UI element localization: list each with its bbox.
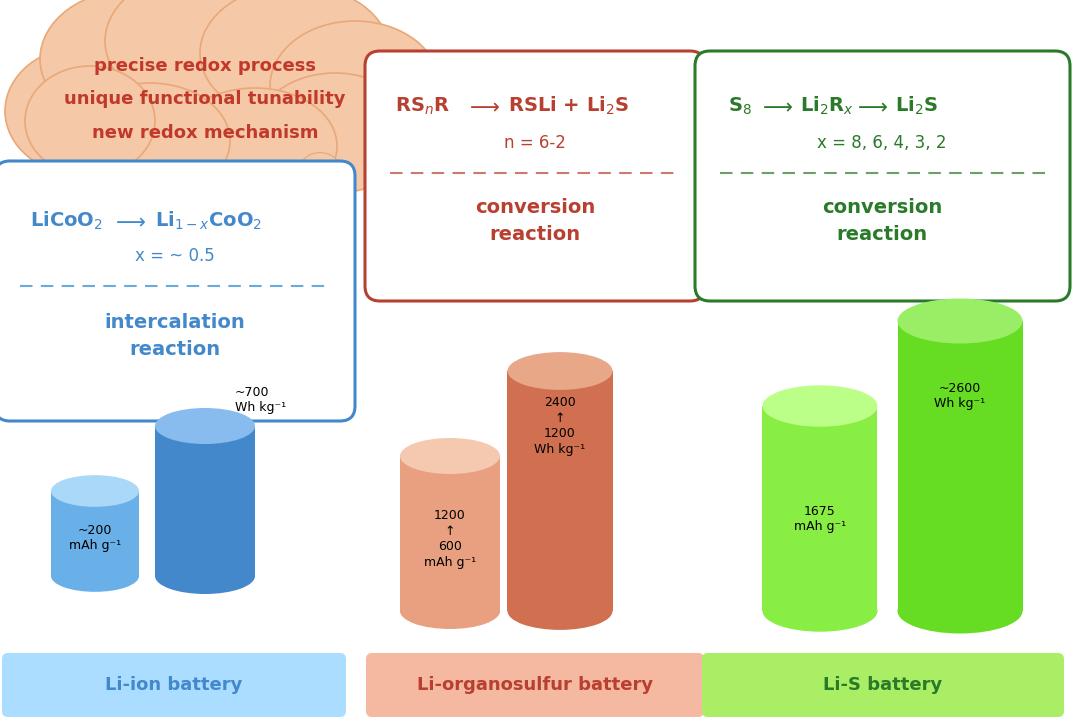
Text: S$_8$: S$_8$	[728, 95, 752, 117]
Text: RS$_n$R: RS$_n$R	[395, 95, 450, 117]
Polygon shape	[897, 321, 1023, 611]
Polygon shape	[400, 456, 500, 611]
Ellipse shape	[156, 408, 255, 444]
Ellipse shape	[51, 475, 139, 507]
Ellipse shape	[316, 182, 345, 205]
Ellipse shape	[70, 83, 230, 199]
Ellipse shape	[200, 0, 390, 121]
Text: Li-S battery: Li-S battery	[823, 676, 943, 694]
Text: 1200
↑
600
mAh g⁻¹: 1200 ↑ 600 mAh g⁻¹	[424, 509, 476, 569]
Ellipse shape	[105, 0, 315, 113]
Text: Li$_2$R$_x$: Li$_2$R$_x$	[800, 95, 854, 117]
Text: $\longrightarrow$: $\longrightarrow$	[852, 96, 888, 116]
Text: $\longrightarrow$: $\longrightarrow$	[757, 96, 793, 116]
Ellipse shape	[400, 438, 500, 474]
Ellipse shape	[51, 560, 139, 592]
Text: $\longrightarrow$: $\longrightarrow$	[464, 96, 499, 116]
Polygon shape	[762, 406, 877, 611]
Ellipse shape	[329, 203, 347, 218]
Text: Li$_2$S: Li$_2$S	[895, 95, 939, 117]
Ellipse shape	[508, 352, 612, 390]
Text: conversion
reaction: conversion reaction	[822, 198, 942, 244]
Ellipse shape	[173, 88, 337, 204]
FancyBboxPatch shape	[0, 161, 355, 421]
FancyBboxPatch shape	[365, 51, 705, 301]
Text: Li$_{1-x}$CoO$_2$: Li$_{1-x}$CoO$_2$	[156, 210, 262, 232]
Text: 1675
mAh g⁻¹: 1675 mAh g⁻¹	[794, 505, 846, 533]
Text: RSLi + Li$_2$S: RSLi + Li$_2$S	[508, 95, 630, 117]
Text: new redox mechanism: new redox mechanism	[92, 124, 319, 142]
Text: conversion
reaction: conversion reaction	[475, 198, 595, 244]
Ellipse shape	[400, 593, 500, 629]
Text: ~2600
Wh kg⁻¹: ~2600 Wh kg⁻¹	[934, 382, 986, 410]
Ellipse shape	[25, 66, 156, 176]
Text: precise redox process: precise redox process	[94, 57, 316, 75]
Text: unique functional tunability: unique functional tunability	[64, 90, 346, 108]
FancyBboxPatch shape	[702, 653, 1064, 717]
Text: $\longrightarrow$: $\longrightarrow$	[110, 211, 146, 231]
Ellipse shape	[762, 590, 877, 632]
FancyBboxPatch shape	[366, 653, 704, 717]
Ellipse shape	[5, 46, 165, 176]
Ellipse shape	[35, 0, 375, 186]
Ellipse shape	[156, 558, 255, 594]
Ellipse shape	[300, 153, 340, 185]
Polygon shape	[51, 491, 139, 576]
Polygon shape	[156, 426, 255, 576]
FancyBboxPatch shape	[2, 653, 346, 717]
Ellipse shape	[270, 21, 440, 151]
Ellipse shape	[255, 73, 415, 193]
Text: ~700
Wh kg⁻¹: ~700 Wh kg⁻¹	[235, 386, 286, 414]
Text: LiCoO$_2$: LiCoO$_2$	[30, 210, 103, 232]
Text: intercalation
reaction: intercalation reaction	[105, 313, 245, 359]
Ellipse shape	[897, 588, 1023, 634]
Ellipse shape	[897, 298, 1023, 343]
Polygon shape	[508, 371, 612, 611]
Text: x = ~ 0.5: x = ~ 0.5	[135, 247, 215, 265]
Text: n = 6-2: n = 6-2	[504, 134, 566, 152]
FancyBboxPatch shape	[696, 51, 1070, 301]
Text: x = 8, 6, 4, 3, 2: x = 8, 6, 4, 3, 2	[818, 134, 947, 152]
Ellipse shape	[40, 0, 230, 129]
Text: Li-ion battery: Li-ion battery	[106, 676, 243, 694]
Text: 2400
↑
1200
Wh kg⁻¹: 2400 ↑ 1200 Wh kg⁻¹	[535, 397, 585, 456]
Text: Li-organosulfur battery: Li-organosulfur battery	[417, 676, 653, 694]
Ellipse shape	[508, 592, 612, 630]
Ellipse shape	[762, 385, 877, 427]
Text: ~200
mAh g⁻¹: ~200 mAh g⁻¹	[69, 524, 121, 552]
